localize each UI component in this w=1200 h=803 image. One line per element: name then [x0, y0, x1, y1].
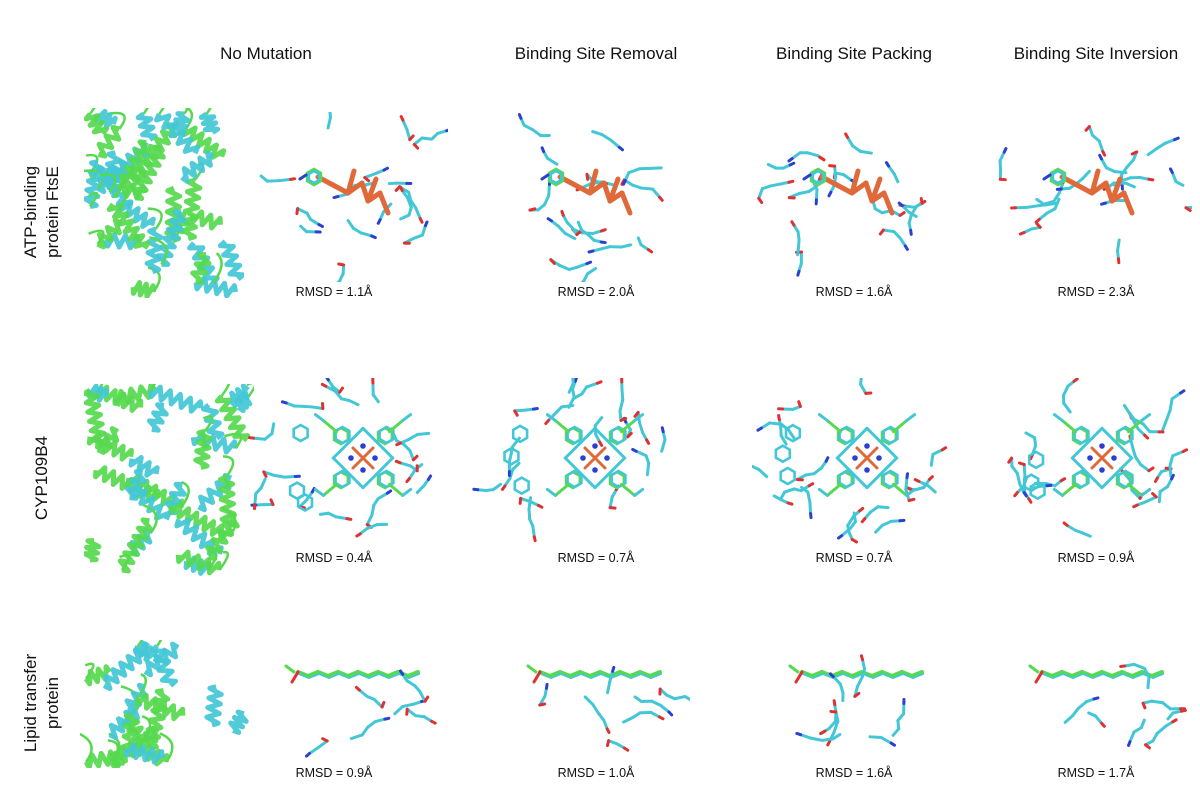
rmsd-r3-c3: RMSD = 1.6Å [774, 766, 934, 780]
overview-lipid-transfer-cartoon [80, 640, 250, 768]
column-header-no-mutation: No Mutation [136, 44, 396, 64]
column-header-binding-site-packing: Binding Site Packing [724, 44, 984, 64]
binding-site-r2-c3 [752, 378, 952, 548]
binding-site-r3-c4 [992, 650, 1192, 760]
binding-site-r1-c3 [752, 112, 952, 282]
binding-site-r3-c1 [248, 650, 448, 760]
rmsd-r3-c4: RMSD = 1.7Å [1016, 766, 1176, 780]
rmsd-r3-c2: RMSD = 1.0Å [516, 766, 676, 780]
binding-site-r2-c2 [470, 378, 690, 548]
column-header-binding-site-inversion: Binding Site Inversion [966, 44, 1200, 64]
row-label-lipid-transfer-protein: Lipid transfer protein [20, 603, 64, 803]
overview-cyp109b4-cartoon [84, 384, 254, 576]
row-label-line2: protein [42, 603, 64, 803]
binding-site-r2-c1 [248, 378, 448, 548]
rmsd-r3-c1: RMSD = 0.9Å [254, 766, 414, 780]
row-label-atp-binding-protein: ATP-binding protein FtsE [20, 112, 64, 312]
binding-site-r3-c2 [490, 650, 690, 760]
rmsd-r1-c1: RMSD = 1.1Å [254, 285, 414, 299]
binding-site-r2-c4 [982, 378, 1192, 548]
rmsd-r2-c1: RMSD = 0.4Å [254, 551, 414, 565]
rmsd-r1-c2: RMSD = 2.0Å [516, 285, 676, 299]
row-label-cyp109b4: CYP109B4 [31, 378, 53, 578]
rmsd-r1-c3: RMSD = 1.6Å [774, 285, 934, 299]
binding-site-r3-c3 [752, 650, 952, 760]
helix-bundle [84, 108, 243, 297]
row-label-line1: CYP109B4 [31, 378, 53, 578]
binding-site-r1-c1 [248, 112, 448, 282]
row-label-line1: ATP-binding [20, 112, 42, 312]
helix-bundle [85, 384, 255, 573]
rmsd-r2-c3: RMSD = 0.7Å [774, 551, 934, 565]
rmsd-r1-c4: RMSD = 2.3Å [1016, 285, 1176, 299]
binding-site-r1-c2 [490, 112, 690, 282]
helix-bundle [80, 640, 246, 768]
rmsd-r2-c2: RMSD = 0.7Å [516, 551, 676, 565]
overview-ftse-cartoon [84, 108, 244, 298]
column-header-binding-site-removal: Binding Site Removal [466, 44, 726, 64]
row-label-line2: protein FtsE [42, 112, 64, 312]
row-label-line1: Lipid transfer [20, 603, 42, 803]
binding-site-r1-c4 [992, 112, 1192, 282]
rmsd-r2-c4: RMSD = 0.9Å [1016, 551, 1176, 565]
